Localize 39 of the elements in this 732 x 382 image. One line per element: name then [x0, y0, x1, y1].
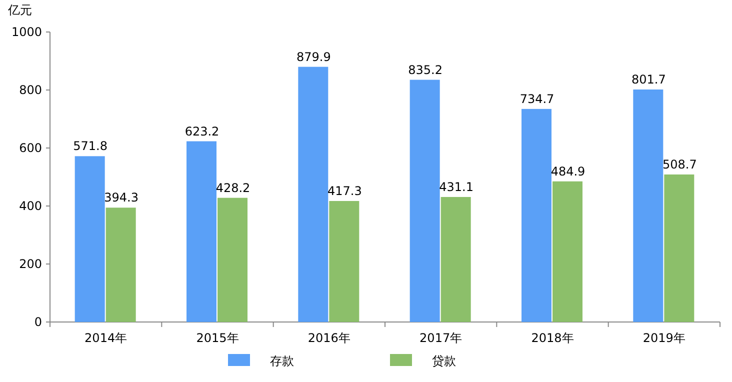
y-tick-label: 800 [19, 83, 42, 97]
x-tick-label: 2015年 [196, 331, 239, 345]
x-tick-label: 2014年 [84, 331, 128, 345]
y-tick-label: 600 [19, 141, 42, 155]
bar [440, 196, 471, 322]
legend-label: 存款 [270, 354, 294, 368]
y-tick-label: 0 [34, 315, 42, 329]
bar [186, 141, 216, 322]
data-label: 484.9 [550, 164, 586, 178]
y-axis-title: 亿元 [7, 3, 32, 17]
data-label: 428.2 [216, 180, 250, 195]
legend-label: 贷款 [432, 354, 456, 368]
bar [552, 181, 582, 322]
data-label: 835.2 [408, 62, 443, 77]
bar [74, 156, 105, 322]
data-label: 571.8 [73, 139, 108, 154]
bar [522, 108, 552, 322]
y-tick-label: 1000 [11, 25, 42, 39]
x-tick-label: 2019年 [642, 331, 686, 345]
bar [633, 90, 664, 322]
data-label: 879.9 [296, 50, 331, 64]
x-tick-label: 2017年 [420, 331, 462, 345]
data-label: 623.2 [184, 124, 220, 138]
bar [329, 200, 360, 322]
y-tick-label: 400 [19, 199, 42, 213]
bar [106, 208, 136, 322]
data-label: 801.7 [631, 72, 666, 87]
bar [664, 174, 694, 322]
data-label: 394.3 [104, 190, 139, 205]
x-tick-label: 2018年 [531, 331, 574, 345]
bar [298, 66, 328, 322]
bar [410, 80, 440, 322]
data-label: 417.3 [327, 184, 362, 198]
bar [218, 198, 248, 322]
data-label: 431.1 [439, 180, 474, 194]
data-label: 734.7 [520, 92, 554, 106]
x-tick-label: 2016年 [308, 331, 350, 345]
data-label: 508.7 [662, 157, 697, 172]
y-tick-label: 200 [19, 257, 42, 271]
